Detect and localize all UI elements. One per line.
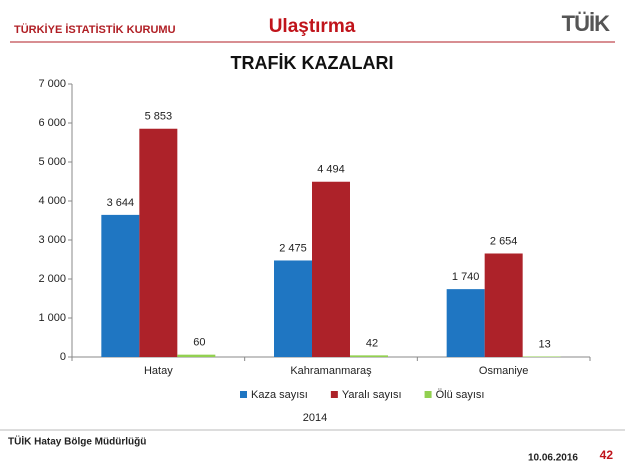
y-tick-label: 7 000 <box>38 78 66 90</box>
logo: TÜİK <box>562 11 610 36</box>
legend-label: Ölü sayısı <box>436 389 485 401</box>
x-tick-label: Kahramanmaraş <box>290 365 372 377</box>
bar <box>522 356 561 357</box>
section-title: Ulaştırma <box>269 16 356 37</box>
footer-date: 10.06.2016 <box>528 453 578 464</box>
x-tick-label: Hatay <box>144 365 173 377</box>
value-label: 3 644 <box>107 197 135 209</box>
legend-swatch <box>424 391 432 398</box>
y-tick-label: 5 000 <box>38 156 66 168</box>
value-label: 1 740 <box>452 271 480 283</box>
bar <box>177 354 216 357</box>
value-label: 42 <box>366 337 378 349</box>
value-label: 5 853 <box>145 111 173 123</box>
chart-title: TRAFİK KAZALARI <box>231 53 394 73</box>
bar <box>446 289 485 357</box>
x-tick-label: Osmaniye <box>479 365 529 377</box>
value-label: 2 475 <box>279 242 307 254</box>
bar <box>350 355 388 357</box>
bar <box>101 214 140 357</box>
y-tick-label: 0 <box>60 351 66 363</box>
y-tick-label: 3 000 <box>38 234 66 246</box>
legend-label: Yaralı sayısı <box>342 389 402 401</box>
y-tick-label: 2 000 <box>38 273 66 285</box>
legend-label: Kaza sayısı <box>251 389 308 401</box>
value-label: 13 <box>539 338 551 350</box>
y-tick-label: 6 000 <box>38 117 66 129</box>
y-tick-label: 1 000 <box>38 312 66 324</box>
bar <box>484 253 523 357</box>
org-name: TÜRKİYE İSTATİSTİK KURUMU <box>14 23 176 36</box>
value-label: 60 <box>193 337 205 349</box>
bar <box>274 260 312 357</box>
value-label: 2 654 <box>490 235 518 247</box>
y-tick-label: 4 000 <box>38 195 66 207</box>
x-axis-label: 2014 <box>303 412 327 424</box>
page-number: 42 <box>600 448 614 462</box>
legend-swatch <box>330 391 338 398</box>
footer-office: TÜİK Hatay Bölge Müdürlüğü <box>8 435 146 448</box>
bar <box>139 128 178 357</box>
bar <box>312 181 350 357</box>
legend-swatch <box>240 391 247 398</box>
value-label: 4 494 <box>317 164 345 176</box>
